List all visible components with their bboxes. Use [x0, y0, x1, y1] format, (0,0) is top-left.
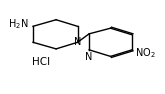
Text: $\mathregular{NO_2}$: $\mathregular{NO_2}$ — [135, 46, 156, 60]
Text: N: N — [85, 52, 93, 62]
Text: HCl: HCl — [32, 57, 50, 67]
Text: $\mathregular{H_2N}$: $\mathregular{H_2N}$ — [8, 18, 28, 31]
Text: N: N — [74, 37, 81, 47]
